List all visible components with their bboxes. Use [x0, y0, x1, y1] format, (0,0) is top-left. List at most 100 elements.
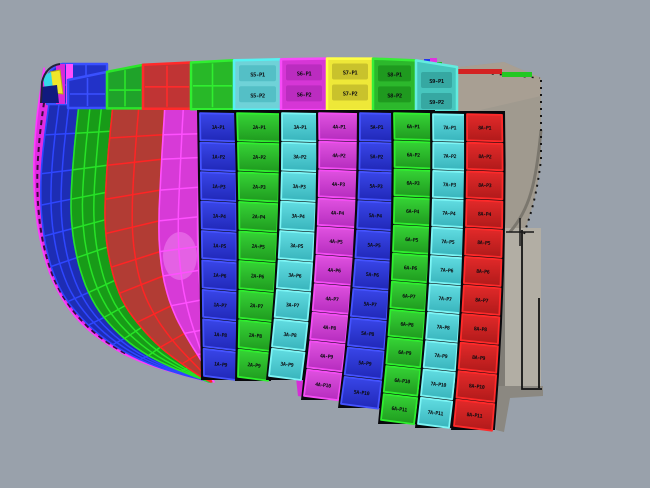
top-plate-9[interactable]: S9-P1 S9-P2 [414, 59, 459, 113]
plate-label: S9-P1 [429, 79, 445, 85]
plate-label: 1A-P5 [213, 243, 227, 250]
plate-label: 2A-P3 [252, 184, 266, 191]
top-plate-3[interactable] [141, 61, 193, 111]
plate-label: 8A-P7 [475, 297, 489, 304]
plate-8-2[interactable] [466, 141, 504, 172]
plate-label: 6A-P1 [407, 124, 421, 130]
plate-8-9[interactable] [457, 341, 499, 374]
plate-label: 5A-P2 [370, 154, 384, 160]
plate-4-10[interactable] [303, 368, 343, 402]
plate-label: 3A-P4 [291, 214, 305, 221]
plate-3-9[interactable] [268, 347, 306, 381]
plate-label: 4A-P10 [315, 382, 332, 390]
top-plate-6[interactable]: S6-P1 S6-P2 [279, 57, 329, 112]
plate-label: 7A-P5 [441, 239, 455, 246]
plate-3-8[interactable] [271, 318, 309, 352]
top-plate-cell [239, 86, 276, 103]
structure-arch-shadow [508, 129, 543, 233]
plate-7-11[interactable] [417, 396, 454, 429]
plate-6-9[interactable] [385, 337, 424, 369]
plate-label: 1A-P8 [213, 332, 227, 339]
plate-label: 3A-P6 [288, 273, 302, 280]
plate-5-9[interactable] [343, 346, 386, 380]
plate-columns[interactable]: 1A-P1 1A-P2 1A-P3 1A-P4 1A-P5 1A-P6 1A-P7 1A-P8… [197, 110, 506, 432]
plate-label: 1A-P1 [212, 125, 226, 131]
plate-5-8[interactable] [347, 317, 388, 350]
plate-label: 6A-P7 [402, 293, 416, 300]
plate-5-7[interactable] [350, 288, 390, 321]
plate-8-7[interactable] [461, 284, 502, 316]
plate-label: 2A-P8 [248, 333, 262, 340]
plate-label: 1A-P9 [214, 361, 228, 369]
plate-label: 5A-P8 [361, 331, 375, 338]
plate-label: 6A-P8 [400, 322, 414, 329]
plate-6-8[interactable] [387, 308, 427, 340]
plate-label: 4A-P4 [331, 210, 345, 217]
plate-label: 1A-P4 [212, 214, 226, 221]
top-plate-7[interactable]: S7-P1 S7-P2 [325, 57, 375, 112]
plate-label: 2A-P4 [252, 214, 266, 221]
top-plate-band[interactable]: S5-P1 S5-P2 S6-P1 S6-P2 S7-P1 S7-P2 S8-P1 S8-P2… [66, 57, 459, 113]
plate-column-cyan-2[interactable]: 7A-P1 7A-P2 7A-P3 7A-P4 7A-P5 7A-P6 7A-P7 7A-P8… [415, 111, 469, 429]
plate-label: 7A-P9 [434, 353, 448, 360]
plate-label: 2A-P7 [250, 303, 264, 310]
plate-label: 5A-P1 [370, 125, 384, 131]
plate-8-3[interactable] [465, 170, 504, 201]
plate-column-cyan-1[interactable]: 3A-P1 3A-P2 3A-P3 3A-P4 3A-P5 3A-P6 3A-P7 3A-P8… [266, 110, 321, 381]
plate-column-blue-1[interactable]: 1A-P1 1A-P2 1A-P3 1A-P4 1A-P5 1A-P6 1A-P7 1A-P8… [197, 110, 240, 381]
plate-7-10[interactable] [420, 368, 456, 401]
plate-3-4[interactable] [279, 200, 317, 232]
plate-6-10[interactable] [382, 365, 422, 397]
plate-2-9[interactable] [237, 348, 272, 382]
plate-label: 6A-P6 [404, 265, 418, 272]
plate-label: 5A-P3 [369, 184, 383, 191]
plate-label: 5A-P10 [353, 390, 370, 398]
plate-3-5[interactable] [277, 230, 316, 262]
plate-column-green-1[interactable]: 2A-P1 2A-P2 2A-P3 2A-P4 2A-P5 2A-P6 2A-P7 2A-P8… [234, 110, 284, 382]
plate-column-magenta-1[interactable]: 4A-P1 4A-P2 4A-P3 4A-P4 4A-P5 4A-P6 4A-P7 4A-P8… [301, 110, 362, 402]
plate-label: 2A-P9 [247, 362, 261, 370]
plate-label: 6A-P4 [406, 209, 420, 216]
plate-label: 7A-P7 [438, 296, 452, 303]
plate-3-7[interactable] [273, 289, 312, 322]
plate-5-10[interactable] [340, 376, 383, 410]
plate-8-5[interactable] [464, 227, 503, 258]
plate-4-9[interactable] [306, 340, 347, 373]
plate-label: 7A-P4 [442, 211, 456, 218]
plate-label: 7A-P11 [427, 410, 444, 418]
plate-8-11[interactable] [453, 398, 496, 432]
plate-label: 4A-P9 [319, 353, 333, 360]
plate-8-6[interactable] [463, 255, 503, 287]
plate-6-11[interactable] [380, 393, 419, 425]
plate-label: 2A-P1 [253, 125, 267, 131]
plate-label: 8A-P1 [478, 125, 492, 131]
plate-label: 3A-P1 [293, 125, 307, 131]
top-plate-8[interactable]: S8-P1 S8-P2 [371, 57, 418, 113]
plate-label: 6A-P11 [391, 406, 408, 414]
plate-label: 3A-P8 [283, 332, 297, 339]
hull-band-blue[interactable] [40, 103, 210, 383]
plate-8-1[interactable] [466, 113, 504, 143]
plate-3-6[interactable] [276, 259, 314, 292]
plate-7-9[interactable] [422, 340, 459, 372]
plate-label: 1A-P7 [213, 302, 227, 309]
plate-label: 4A-P8 [323, 325, 337, 332]
plate-label: 3A-P3 [292, 184, 306, 191]
top-plate-cell [421, 93, 452, 109]
plate-8-4[interactable] [465, 198, 504, 229]
plate-column-red-1[interactable]: 8A-P1 8A-P2 8A-P3 8A-P4 8A-P5 8A-P6 8A-P7 8A-P8… [451, 111, 506, 432]
plate-label: S5-P2 [250, 93, 265, 99]
corner-wedge-navy[interactable] [41, 85, 59, 103]
plate-8-8[interactable] [459, 313, 501, 345]
top-plate-4[interactable] [189, 59, 236, 111]
top-plate-2[interactable] [105, 63, 145, 110]
plate-label: 8A-P11 [466, 412, 483, 420]
plate-label: S5-P1 [250, 72, 266, 78]
deck-edge-strip [448, 69, 502, 74]
plate-label: S6-P2 [297, 92, 312, 98]
plate-7-8[interactable] [425, 311, 461, 343]
top-plate-5[interactable]: S5-P1 S5-P2 [232, 58, 283, 111]
plate-4-8[interactable] [309, 311, 350, 344]
plate-8-10[interactable] [455, 370, 498, 403]
